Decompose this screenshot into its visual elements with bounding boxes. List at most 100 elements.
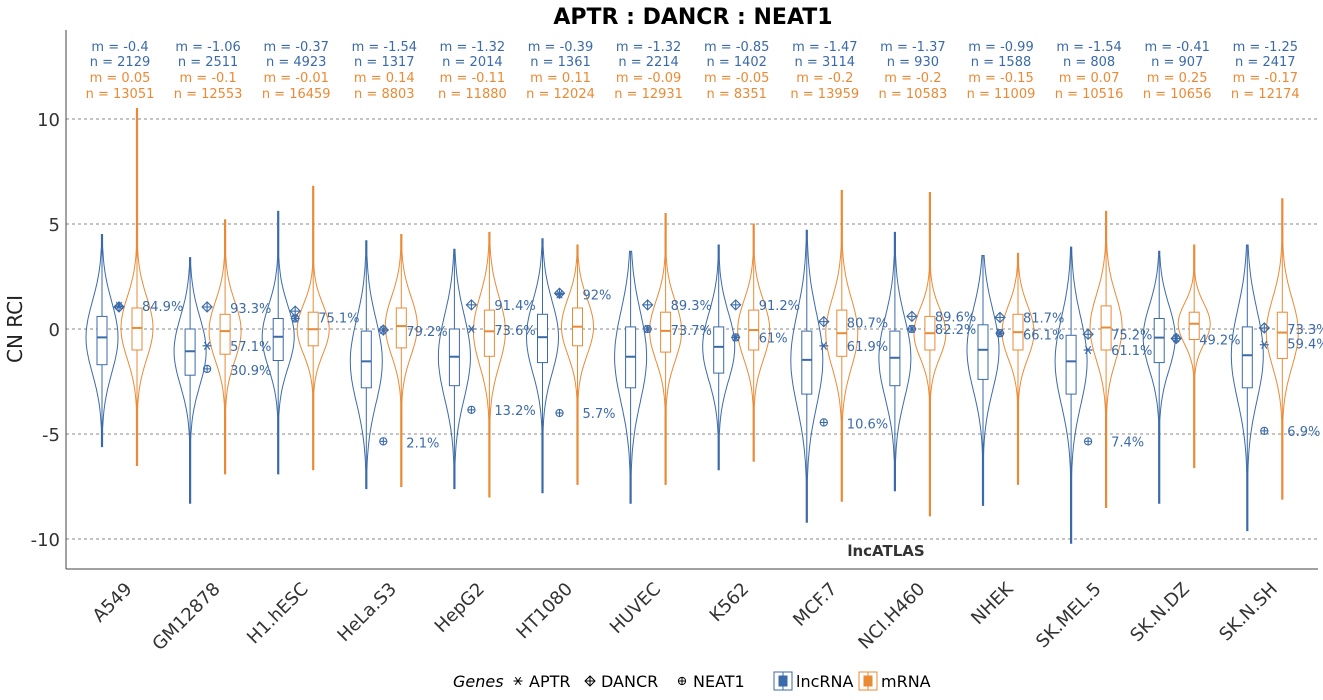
y-tick-label: -10: [31, 530, 60, 551]
lncrna-median-stat: m = -0.37: [263, 40, 328, 55]
lncrna-median-stat: m = -0.41: [1144, 40, 1209, 55]
lncrna-median-stat: m = -0.4: [91, 40, 148, 55]
mrna-count-stat: n = 10583: [879, 87, 948, 102]
legend-mrna: mRNA: [858, 671, 931, 691]
percent-label: 73.6%: [494, 324, 535, 339]
lncrna-median-stat: m = -1.47: [792, 40, 857, 55]
percent-label: 59.4%: [1287, 338, 1323, 353]
dancr-point: [729, 299, 742, 311]
lncrna-count-stat: n = 2417: [1235, 55, 1295, 70]
mrna-median-stat: m = -0.2: [884, 71, 941, 86]
mrna-count-stat: n = 13051: [86, 87, 155, 102]
lncrna-violin: [173, 257, 207, 504]
mrna-violin: [1177, 244, 1211, 469]
lncrna-violin: [614, 250, 648, 504]
mrna-box: [1188, 311, 1200, 341]
dancr-point: [906, 310, 918, 323]
legend-gene-neat1: NEAT1: [677, 672, 745, 691]
legend-gene-label: DANCR: [601, 672, 658, 691]
percent-label: 61.9%: [847, 340, 888, 355]
lncrna-count-stat: n = 1361: [530, 55, 590, 70]
lncrna-count-stat: n = 2129: [90, 55, 150, 70]
lncrna-median-stat: m = -0.85: [704, 40, 769, 55]
percent-label: 2.1%: [406, 436, 439, 451]
aptr-point: [1259, 340, 1269, 349]
legend: Genes APTR DANCR NEAT1 lncRNA mRNA: [453, 671, 931, 691]
lncrna-median-stat: m = -1.37: [880, 40, 945, 55]
lncrna-violin: [349, 240, 383, 490]
x-tick-label: HepG2: [431, 579, 489, 637]
legend-lncrna: lncRNA: [773, 671, 853, 691]
percent-label: 91.2%: [759, 299, 800, 314]
lncrna-violin: [1142, 250, 1176, 504]
mrna-count-stat: n = 11009: [967, 87, 1036, 102]
lncrna-count-stat: n = 1317: [354, 55, 414, 70]
x-tick-label: MCF.7: [789, 579, 841, 631]
y-tick-label: 5: [49, 215, 60, 236]
lncrna-count-stat: n = 1588: [971, 55, 1031, 70]
lncrna-violin: [1230, 244, 1264, 532]
mrna-violin: [472, 231, 506, 498]
mrna-median-stat: m = -0.05: [704, 71, 769, 86]
percent-label: 89.3%: [671, 299, 712, 314]
percent-label: 10.6%: [847, 418, 888, 433]
dancr-point: [994, 311, 1006, 324]
lncrna-count-stat: n = 930: [887, 55, 939, 70]
mrna-median-stat: m = -0.09: [616, 71, 681, 86]
dancr-point: [201, 301, 213, 313]
dancr-point: [377, 324, 390, 336]
y-tick-label: 0: [49, 320, 60, 341]
neat1-point: [291, 314, 300, 323]
mrna-median-stat: m = 0.25: [1147, 71, 1208, 86]
dancr-point: [818, 315, 830, 328]
percent-label: 75.2%: [1111, 328, 1152, 343]
lncrna-box: [537, 313, 548, 364]
x-tick-label: SK.N.DZ: [1126, 579, 1193, 646]
neat1-point: [819, 418, 828, 427]
neat1-point: [1083, 437, 1093, 446]
percent-label: 57.1%: [230, 340, 271, 355]
neat1-point: [114, 302, 124, 312]
lncrna-violin: [525, 238, 560, 494]
percent-label: 82.2%: [935, 323, 976, 338]
x-tick-label: H1.hESC: [243, 579, 313, 649]
lncrna-box: [801, 330, 813, 395]
neat1-point: [202, 364, 212, 374]
dancr-point: [641, 299, 654, 311]
mrna-count-stat: n = 11880: [438, 87, 507, 102]
dancr-point: [553, 287, 566, 300]
percent-label: 79.2%: [406, 325, 447, 340]
mrna-box: [395, 307, 407, 349]
mrna-violin: [649, 213, 683, 485]
percent-label: 49.2%: [1199, 334, 1240, 349]
mrna-count-stat: n = 12174: [1231, 87, 1300, 102]
mrna-violin: [825, 189, 859, 502]
lncrna-violin: [790, 229, 824, 523]
mrna-median-stat: m = -0.15: [968, 71, 1033, 86]
mrna-violin: [208, 219, 242, 475]
neat1-point: [555, 408, 564, 418]
mrna-violin: [120, 108, 154, 466]
percent-label: 81.7%: [1023, 311, 1064, 326]
aptr-point: [819, 341, 829, 350]
axes: [65, 30, 1318, 570]
mrna-count-stat: n = 10656: [1143, 87, 1212, 102]
plot-area: 84.9% 93.3% 57.1% 30.9% 75.1% 79.2% 2.1% 91.4% 7…: [85, 108, 1323, 544]
neat1-point: [1260, 426, 1269, 435]
percent-label: 92%: [583, 288, 612, 303]
mrna-violin: [296, 185, 330, 471]
lncrna-median-stat: m = -1.54: [1056, 40, 1121, 55]
lncrna-count-stat: n = 2014: [442, 55, 502, 70]
mrna-median-stat: m = -0.2: [796, 71, 853, 86]
mrna-median-stat: m = -0.17: [1233, 71, 1298, 86]
lncrna-violin: [1054, 246, 1088, 544]
lncrna-violin: [437, 248, 471, 490]
x-tick-label: NHEK: [967, 578, 1018, 629]
neat1-point: [467, 405, 476, 414]
aptr-point: [466, 324, 476, 334]
x-tick-label: HT1080: [512, 579, 577, 644]
legend-gene-label: APTR: [529, 672, 570, 691]
x-tick-label: HUVEC: [606, 579, 665, 638]
mrna-violin: [1265, 198, 1299, 500]
